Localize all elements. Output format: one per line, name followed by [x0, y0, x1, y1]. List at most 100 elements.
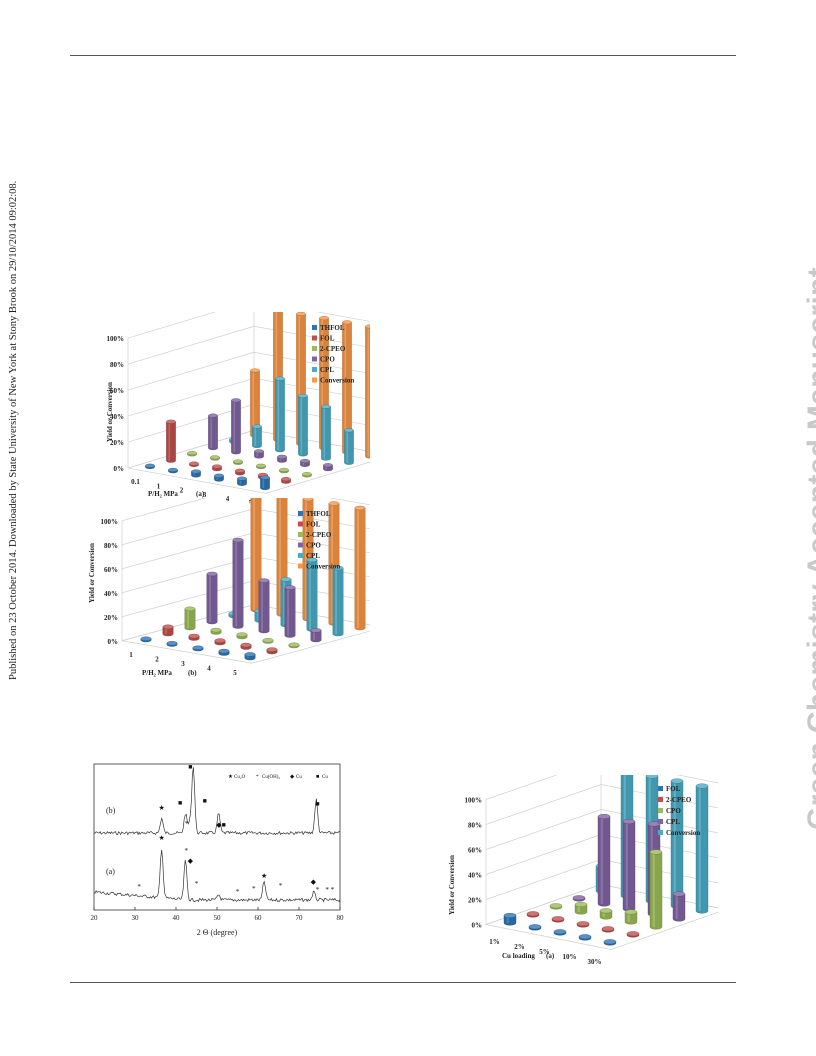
- peak-marker: *: [236, 888, 240, 896]
- bar-fol-1: [528, 924, 542, 931]
- x-axis-title: P/H₂ MPa: [142, 669, 172, 677]
- legend-symbol: ★: [228, 773, 233, 780]
- x-axis-title: Cu loading: [502, 952, 535, 960]
- header-rule: [70, 55, 736, 56]
- xrd-trace-a: [93, 849, 341, 903]
- legend-label: Conversion: [320, 377, 354, 385]
- floor: [127, 429, 370, 494]
- bar-2-cpeo-1: [210, 455, 220, 461]
- floor: [484, 884, 718, 950]
- bar-fol-3: [240, 642, 252, 650]
- legend-swatch: [298, 521, 303, 527]
- x-axis-title: 2 Θ (degree): [197, 928, 238, 937]
- bar-fol-2: [212, 464, 222, 472]
- bar-fol-0: [503, 912, 517, 926]
- legend-swatch: [298, 511, 303, 516]
- bar-fol-4: [266, 647, 278, 655]
- bar-cpl-3: [306, 557, 318, 632]
- chart-cu-loading: 0% 20% 40% 60% 80% 100% 1% 2% 5% 10% 30% Yield or C…: [448, 775, 718, 965]
- peak-marker: ◆■: [216, 821, 226, 829]
- legend-swatch: [312, 356, 317, 362]
- y-tick-label: 40%: [468, 872, 482, 880]
- y-tick-label: 0%: [472, 922, 483, 930]
- legend-swatch: [658, 797, 663, 802]
- manuscript-watermark-text: Green Chemistry Accepted Manuscript: [802, 267, 816, 830]
- bar-conversion-4: [695, 783, 709, 914]
- bar-2-cpeo-0: [187, 451, 197, 457]
- peak-marker: ◆: [311, 878, 317, 886]
- bar-fol-0: [162, 624, 174, 637]
- legend-symbol: *: [256, 774, 259, 780]
- legend-label: CPO: [320, 356, 335, 364]
- legend-label: CPL: [666, 818, 680, 826]
- bar-2-cpeo-3: [262, 638, 274, 644]
- legend-swatch: [298, 553, 303, 558]
- bar-2-cpeo-0: [526, 911, 540, 918]
- panel-label: (b): [188, 669, 197, 677]
- x-tick-label: 1%: [489, 938, 500, 946]
- bar-cpl-2: [622, 819, 636, 912]
- x-tick-label: 80: [337, 914, 345, 922]
- legend-label: CPO: [666, 807, 681, 815]
- bar-thfol-4: [237, 476, 247, 486]
- bar-thfol-0: [140, 636, 152, 643]
- bar-cpo-2: [599, 908, 613, 920]
- legend-label: FOL: [320, 335, 335, 343]
- y-tick-label: 20%: [468, 897, 482, 905]
- x-tick-label: 40: [173, 914, 181, 922]
- bar-thfol-3: [214, 473, 224, 482]
- bar-conversion-4: [342, 320, 352, 455]
- bar-cpo-0: [206, 571, 218, 625]
- legend-swatch: [312, 377, 317, 383]
- x-tick-label: 3: [181, 660, 185, 668]
- bars: [140, 498, 366, 661]
- y-tick-label: 60%: [104, 566, 118, 574]
- y-tick-label: 100%: [107, 335, 125, 343]
- bar-fol-3: [578, 934, 592, 941]
- bar-2-cpeo-4: [279, 467, 289, 474]
- bar-thfol-3: [218, 648, 230, 656]
- legend-label: FOL: [306, 521, 321, 529]
- x-tick-label: 5: [233, 669, 237, 677]
- x-tick-label: 2: [155, 656, 159, 664]
- bar-cpo-4: [649, 849, 663, 930]
- bar-thfol-4: [244, 652, 256, 661]
- plot-frame: [93, 763, 341, 911]
- y-tick-label: 0%: [108, 638, 119, 646]
- legend-label: Cu: [322, 775, 328, 780]
- gridline: [127, 429, 370, 469]
- x-tick-label: 2: [180, 487, 184, 495]
- bar-cpl-4: [672, 891, 686, 922]
- x-axis-title: P/H₂ MPa: [148, 490, 178, 498]
- legend-label: Conversion: [666, 829, 700, 837]
- peak-marker: ■: [188, 763, 192, 771]
- peak-marker: ★: [159, 834, 165, 842]
- x-tick-label: 3: [203, 491, 207, 499]
- bar-cpo-4: [300, 458, 310, 467]
- legend-swatch: [312, 367, 317, 372]
- peak-marker: ■: [178, 799, 182, 807]
- bar-cpo-2: [254, 449, 264, 459]
- bar-cpo-5: [323, 463, 333, 472]
- bar-cpo-1: [574, 901, 588, 915]
- legend-swatch: [658, 808, 663, 813]
- bar-cpo-0: [208, 413, 218, 451]
- bar-cpo-1: [232, 537, 244, 629]
- chart-grid: [484, 775, 718, 950]
- y-axis-title: Yield or Conversion: [88, 543, 96, 603]
- bar-2-cpeo-1: [210, 627, 222, 635]
- x-tick-label: 10%: [563, 953, 577, 961]
- gridline: [485, 775, 718, 800]
- y-tick-label: 20%: [110, 439, 124, 447]
- legend-label: 2-CPEO: [666, 796, 692, 804]
- legend-label: CPO: [306, 542, 321, 550]
- y-tick-label: 80%: [110, 361, 124, 369]
- legend-label: Cu: [296, 775, 302, 780]
- bar-cpo-4: [310, 628, 322, 643]
- x-tick-label: 0.1: [131, 478, 140, 486]
- x-tick-label: 20: [91, 914, 99, 922]
- x-tick-label: 30%: [588, 958, 602, 965]
- bar-thfol-1: [168, 467, 178, 474]
- x-tick-label: 1: [157, 482, 161, 490]
- peak-marker: ■: [203, 797, 207, 805]
